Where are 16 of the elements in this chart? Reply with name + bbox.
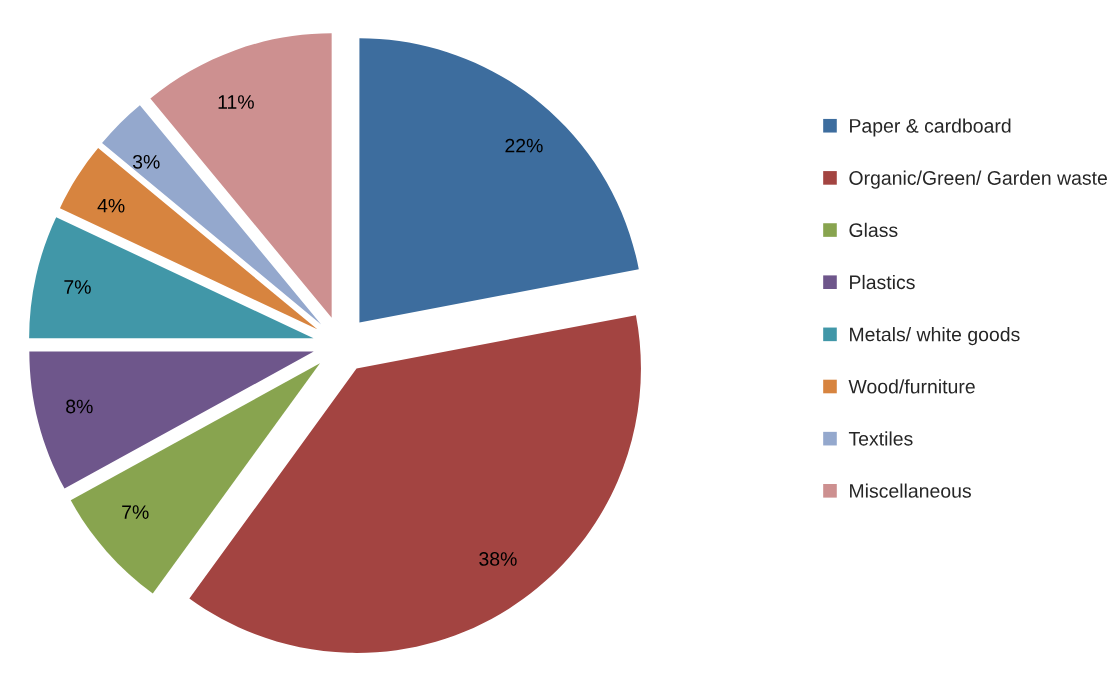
- legend-label: Metals/ white goods: [850, 327, 1020, 346]
- data-label: 8%: [66, 399, 93, 414]
- legend-label: Glass: [849, 222, 898, 238]
- data-label: 7%: [64, 280, 91, 294]
- legend-label: Paper & cardboard: [850, 118, 1011, 137]
- data-label: 11%: [218, 95, 254, 109]
- legend-label: Plastics: [850, 274, 915, 290]
- data-label: 38%: [479, 552, 517, 566]
- legend-label: Organic/Green/ Garden waste: [849, 170, 1107, 189]
- data-label: 7%: [122, 505, 149, 519]
- legend-label: Textiles: [848, 431, 913, 446]
- data-label: 3%: [132, 154, 160, 169]
- data-label: 4%: [97, 198, 125, 213]
- legend-label: Miscellaneous: [850, 483, 971, 498]
- legend-label: Wood/furniture: [848, 379, 975, 394]
- data-label: 22%: [505, 138, 543, 153]
